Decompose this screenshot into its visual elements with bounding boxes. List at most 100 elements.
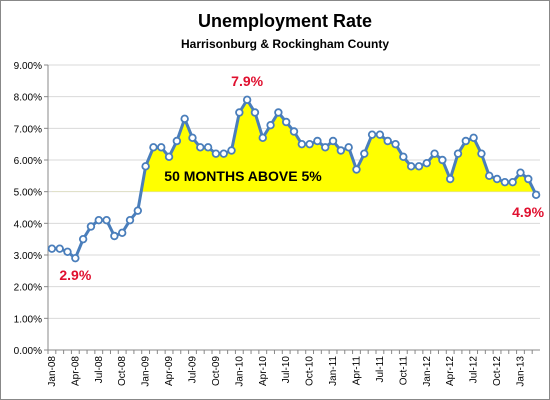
x-tick-label: Oct-10	[305, 356, 316, 386]
point	[352, 165, 361, 174]
value-label: 7.9%	[231, 73, 263, 89]
point	[297, 139, 307, 149]
point	[344, 143, 353, 152]
x-tick-label: Jan-12	[422, 356, 433, 387]
y-tick-label: 4.00%	[14, 219, 42, 230]
point	[313, 136, 322, 146]
y-tick-label: 0.00%	[14, 346, 42, 357]
point	[445, 174, 455, 184]
point	[78, 234, 88, 244]
point	[524, 174, 533, 184]
x-tick-label: Jul-11	[375, 356, 386, 383]
point	[242, 95, 252, 105]
x-tick-label: Jul-09	[187, 356, 198, 384]
x-tick-label: Jan-13	[515, 356, 526, 387]
point	[125, 215, 135, 225]
point	[305, 139, 314, 149]
point	[211, 149, 221, 158]
point	[383, 136, 392, 146]
x-tick-label: Jan-11	[328, 356, 339, 386]
x-tick-label: Apr-08	[70, 356, 81, 386]
x-tick-label: Oct-08	[117, 356, 128, 386]
x-tick-label: Oct-09	[211, 356, 222, 386]
point	[516, 168, 525, 177]
point	[196, 143, 205, 152]
point	[531, 190, 541, 200]
point	[391, 139, 400, 149]
point	[250, 108, 260, 117]
point	[375, 130, 385, 139]
x-tick-label: Apr-12	[445, 356, 456, 386]
point	[117, 228, 127, 238]
x-tick-label: Oct-11	[398, 356, 409, 386]
point	[336, 146, 346, 155]
x-tick-label: Apr-09	[164, 356, 175, 386]
point	[110, 231, 119, 241]
point	[227, 146, 236, 155]
point	[321, 143, 330, 152]
y-tick-label: 5.00%	[14, 188, 42, 199]
point	[281, 117, 291, 127]
y-tick-label: 6.00%	[14, 156, 42, 167]
x-tick-label: Jul-10	[281, 356, 292, 384]
point	[219, 149, 228, 158]
point	[360, 149, 369, 158]
x-tick-label: Jul-12	[469, 356, 480, 384]
point	[94, 215, 103, 225]
point	[430, 149, 439, 158]
x-tick-label: Apr-10	[258, 356, 269, 386]
value-label: 4.9%	[512, 204, 544, 220]
point	[485, 171, 494, 181]
point	[149, 143, 158, 152]
x-tick-label: Apr-11	[351, 356, 362, 386]
point	[55, 244, 64, 253]
point	[274, 108, 283, 117]
value-label: 2.9%	[59, 267, 91, 283]
y-tick-label: 1.00%	[14, 314, 42, 325]
point	[289, 127, 299, 136]
point	[47, 244, 57, 253]
y-tick-label: 2.00%	[14, 283, 42, 294]
point	[164, 152, 174, 162]
point	[172, 136, 182, 146]
point	[492, 174, 502, 184]
point	[258, 133, 267, 143]
x-tick-label: Jan-10	[234, 356, 245, 387]
chart-title: Unemployment Rate	[198, 11, 372, 31]
point	[266, 120, 275, 130]
point	[406, 162, 416, 171]
point	[133, 206, 143, 215]
point	[469, 133, 478, 143]
x-tick-label: Oct-12	[492, 356, 503, 386]
point	[461, 136, 471, 146]
point	[500, 177, 510, 187]
point	[71, 253, 80, 263]
y-tick-label: 7.00%	[14, 124, 42, 135]
point	[188, 133, 197, 143]
point	[328, 136, 338, 146]
x-tick-label: Jan-09	[141, 356, 152, 387]
point	[422, 158, 431, 168]
point	[63, 247, 72, 257]
point	[157, 143, 166, 152]
point	[203, 143, 213, 152]
y-tick-label: 3.00%	[14, 251, 42, 262]
point	[508, 177, 517, 187]
point	[438, 155, 447, 165]
x-tick-label: Jan-08	[47, 356, 58, 387]
fill-above-area	[141, 99, 535, 192]
point	[367, 130, 377, 139]
point	[453, 149, 463, 158]
point	[180, 114, 189, 124]
point	[141, 162, 150, 171]
chart-subtitle: Harrisonburg & Rockingham County	[181, 37, 389, 51]
point	[414, 162, 424, 171]
point	[102, 215, 111, 225]
annotation: 50 MONTHS ABOVE 5%	[164, 168, 322, 184]
y-tick-label: 9.00%	[14, 61, 42, 72]
y-tick-label: 8.00%	[14, 93, 42, 104]
point	[399, 152, 408, 162]
